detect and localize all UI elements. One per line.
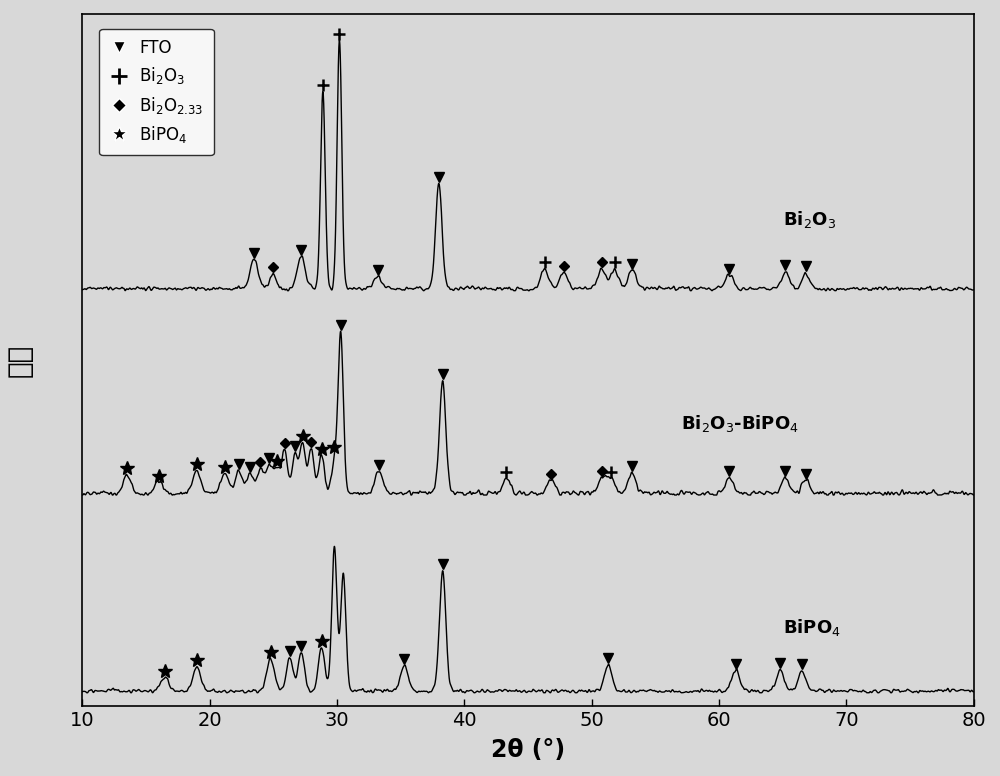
Legend: FTO, Bi$_2$O$_3$, Bi$_2$O$_{2.33}$, BiPO$_4$: FTO, Bi$_2$O$_3$, Bi$_2$O$_{2.33}$, BiPO… [99, 29, 214, 155]
Text: 强度: 强度 [6, 343, 34, 376]
Text: BiPO$_4$: BiPO$_4$ [783, 618, 841, 639]
X-axis label: 2θ (°): 2θ (°) [491, 738, 565, 762]
Text: Bi$_2$O$_3$-BiPO$_4$: Bi$_2$O$_3$-BiPO$_4$ [681, 413, 799, 434]
Text: Bi$_2$O$_3$: Bi$_2$O$_3$ [783, 209, 836, 230]
